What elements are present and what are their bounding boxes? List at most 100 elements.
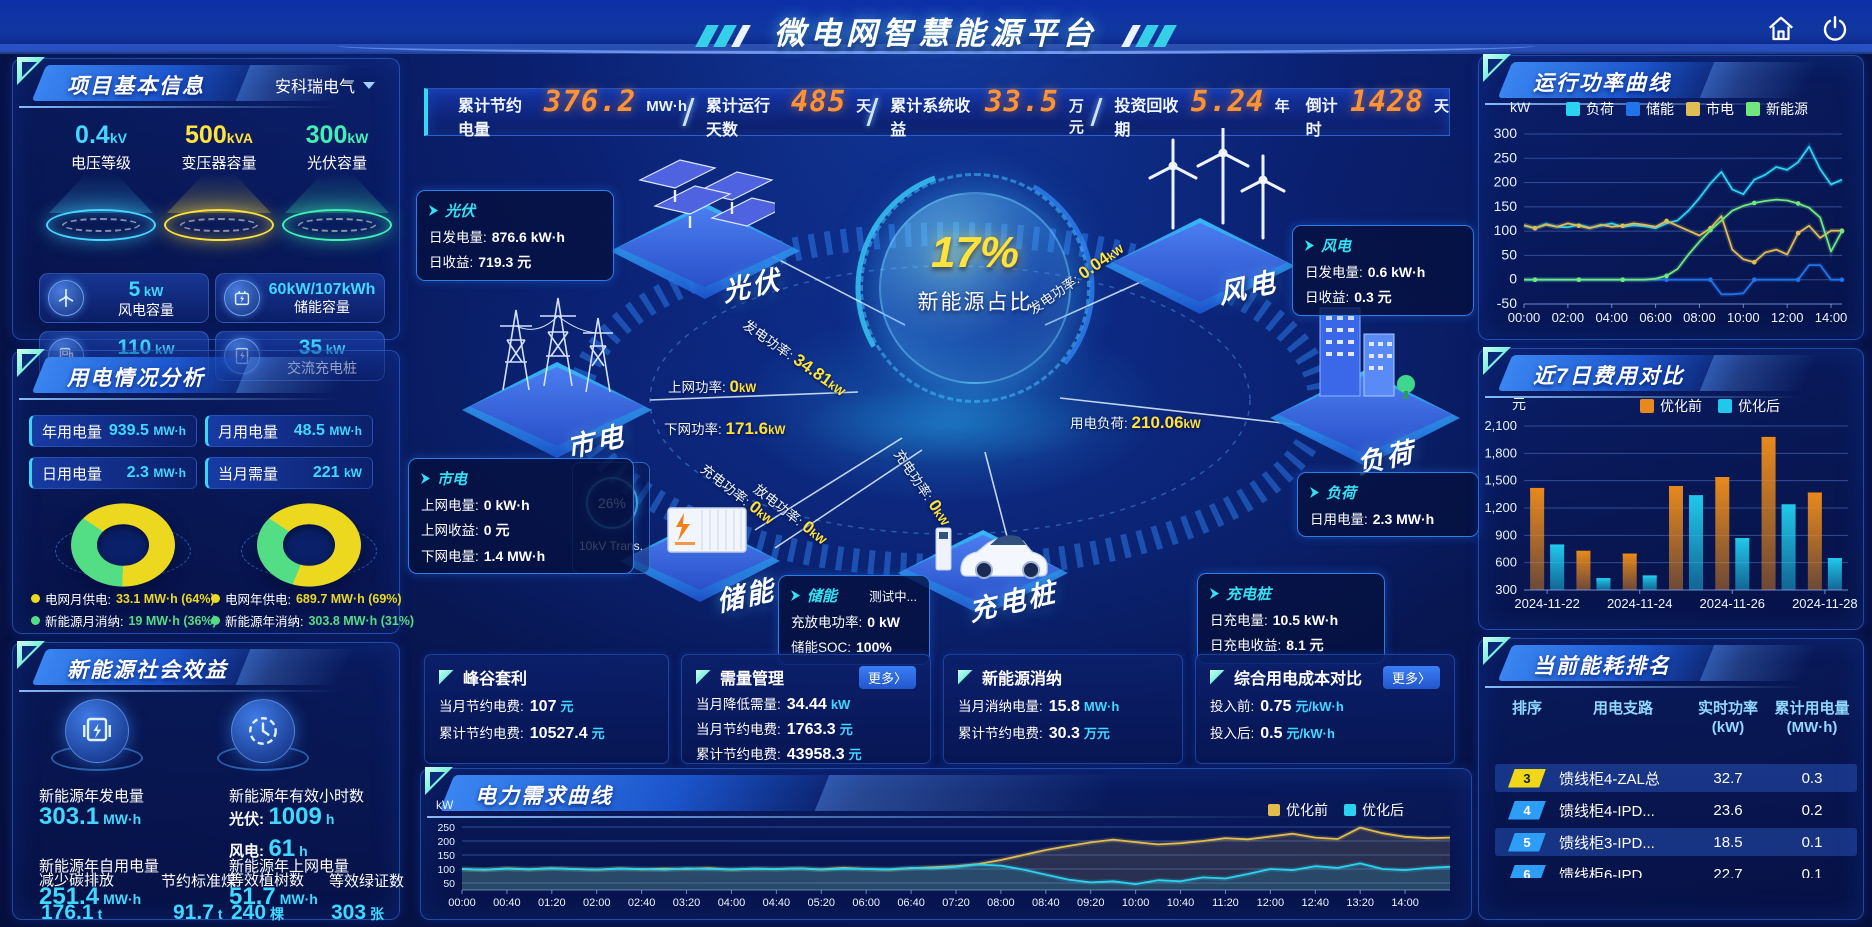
legend-text: 负荷 — [1586, 101, 1614, 117]
flow-label-2: 下网功率: 171.6kW — [664, 419, 786, 438]
stat-label: 年用电量 — [42, 423, 103, 441]
kpi-unit: 天 — [856, 98, 872, 115]
info-card-pv: 光伏 日发电量: 876.6 kW·h 日收益: 719.3 元 — [416, 190, 614, 281]
ranking-row-6[interactable]: 6 馈线柜6-IPD 22.7 0.1 — [1495, 860, 1857, 878]
more-button[interactable]: 更多〉 — [858, 665, 916, 689]
legend-swatch — [1746, 102, 1760, 116]
panel-corner-icon — [17, 641, 47, 671]
svg-text:08:00: 08:00 — [987, 897, 1015, 909]
pv-platform — [610, 203, 800, 299]
panel-corner-icon — [1483, 347, 1513, 377]
more-button[interactable]: 更多〉 — [1382, 665, 1440, 689]
info-card-row-0: 日用电量: 2.3 MW·h — [1310, 511, 1435, 527]
capacity-card-value: 5 kW — [128, 277, 164, 301]
legend-value: 19 MW·h (36%) — [128, 613, 217, 628]
kpi-label: 投资回收期 — [1114, 98, 1179, 139]
legend-item-优化前: 优化前 — [1640, 396, 1702, 416]
kpi-unit: MW·h — [646, 98, 688, 115]
benefit-card-header: 综合用电成本对比 更多〉 — [1210, 665, 1440, 689]
donut-legend-item-2: 电网年供电: 689.7 MW·h (69%) — [211, 589, 402, 608]
tree-label: 等效植树数 — [229, 872, 305, 889]
panel-corner-icon — [425, 767, 455, 797]
panel-title: 新能源社会效益 — [67, 659, 228, 682]
info-card-title: 充电桩 — [1210, 583, 1372, 604]
spotlight-value: 300kW — [305, 121, 369, 149]
benefit-card-row-1: 累计节约电费: 10527.4 元 — [439, 725, 605, 742]
ranking-table-header: 排序 用电支路 实时功率 (kW) 累计用电量 (MW·h) — [1495, 700, 1857, 738]
capacity-card-battery: 60kW/107kWh 储能容量 — [215, 273, 385, 323]
svg-text:01:20: 01:20 — [538, 897, 566, 909]
ranking-row-4[interactable]: 4 馈线柜4-IPD... 23.6 0.2 — [1495, 796, 1857, 824]
pv-hours: 光伏: 1009 h — [229, 803, 335, 830]
legend-dot — [211, 616, 220, 625]
svg-text:00:00: 00:00 — [1508, 310, 1541, 325]
kpi-value: 33.5 — [985, 84, 1059, 118]
legend-item-优化后: 优化后 — [1718, 396, 1780, 416]
ranking-row-3[interactable]: 3 馈线柜4-ZAL总 32.7 0.3 — [1495, 764, 1857, 792]
kpi-label: 累计节约电量 — [458, 98, 523, 139]
svg-text:02:00: 02:00 — [1552, 310, 1585, 325]
capacity-card-label: 储能容量 — [294, 299, 350, 316]
svg-text:200: 200 — [437, 836, 455, 848]
stat-value: 221 kW — [312, 464, 362, 481]
svg-text:200: 200 — [1494, 174, 1518, 190]
chevron-right-icon — [1210, 588, 1219, 599]
spotlight-pad — [282, 209, 392, 241]
page-title-text: 微电网智慧能源平台 — [774, 16, 1098, 51]
legend-swatch — [1718, 399, 1732, 413]
rank-cell: 5 — [1495, 832, 1559, 852]
gen-value: 303.1 MW·h — [39, 803, 142, 830]
legend-dot — [31, 616, 40, 625]
panel-power-analysis: 用电情况分析 年用电量 939.5 MW·h 月用电量 48.5 MW·h 日用电量 2.… — [12, 349, 414, 634]
renewable-percentage: 17% — [930, 228, 1020, 277]
benefit-card-2: 新能源消纳 当月消纳电量: 15.8 MW·h 累计节约电费: 30.3 万元 — [943, 654, 1183, 764]
kpi-label: 累计运行天数 — [706, 98, 771, 139]
ranking-row-5[interactable]: 5 馈线柜3-IPD... 18.5 0.1 — [1495, 828, 1857, 856]
usage-stat-0: 年用电量 939.5 MW·h — [29, 415, 197, 447]
donut-year-energy — [257, 503, 361, 587]
info-card-title-text: 充电桩 — [1226, 586, 1272, 603]
capacity-card-text: 5 kW 风电容量 — [92, 278, 200, 318]
benefit-card-0: 峰谷套利 当月节约电费: 107 元累计节约电费: 10527.4 元 — [424, 654, 669, 764]
panel-power-curve: 运行功率曲线 — [1478, 54, 1864, 340]
svg-text:02:00: 02:00 — [583, 897, 611, 909]
svg-text:250: 250 — [1494, 149, 1518, 165]
gen-label: 新能源年发电量 — [39, 788, 145, 805]
svg-text:09:20: 09:20 — [1077, 897, 1105, 909]
info-card-row-1: 上网收益: 0 元 — [421, 522, 510, 538]
benefit-card-row-1: 当月节约电费: 1763.3 元 — [696, 721, 853, 738]
benefit-card-1: 需量管理 更多〉 当月降低需量: 34.44 kW 当月节约电费: 1763.3 元累计节约电… — [681, 654, 931, 764]
info-card-charger: 充电桩 日充电量: 10.5 kW·h 日充电收益: 8.1 元 — [1197, 573, 1385, 664]
carbon-value: 176.1 t — [41, 901, 103, 924]
demand-y-unit: kW — [436, 798, 454, 812]
panel-title: 电力需求曲线 — [475, 785, 613, 808]
wind-platform — [1105, 218, 1295, 314]
kpi-unit: 年 — [1274, 98, 1290, 115]
total-energy: 0.1 — [1801, 833, 1823, 851]
kpi-label: 累计系统收益 — [890, 98, 971, 139]
cert-label: 等效绿证数 — [329, 873, 405, 890]
svg-text:06:00: 06:00 — [852, 897, 880, 909]
cert-value: 303 张 — [331, 901, 385, 924]
power-icon[interactable] — [1820, 14, 1850, 44]
power-y-unit: kW — [1510, 99, 1531, 115]
kpi-item-2: 累计系统收益 33.5 万元 — [874, 84, 1095, 140]
company-name: 安科瑞电气 — [274, 79, 355, 96]
stat-value: 939.5 MW·h — [108, 422, 186, 439]
svg-text:04:40: 04:40 — [763, 897, 791, 909]
capacity-card-text: 60kW/107kWh 储能容量 — [268, 281, 376, 315]
home-icon[interactable] — [1766, 14, 1796, 44]
svg-text:2024-11-28: 2024-11-28 — [1792, 596, 1858, 611]
coal-value: 91.7 t — [173, 901, 223, 924]
rank-badge: 3 — [1508, 768, 1546, 788]
cost-legend: 优化前 优化后 — [1640, 396, 1780, 416]
donut-month-energy — [71, 503, 175, 587]
kpi-value: 485 — [790, 84, 847, 118]
page-title: 微电网智慧能源平台 — [0, 8, 1872, 53]
usage-stat-2: 日用电量 2.3 MW·h — [29, 457, 197, 489]
chevron-right-icon — [791, 590, 800, 601]
spotlight-pad — [46, 209, 156, 241]
realtime-power: 18.5 — [1713, 833, 1743, 851]
company-select[interactable]: 安科瑞电气 — [275, 73, 375, 97]
svg-text:2024-11-26: 2024-11-26 — [1700, 596, 1766, 611]
